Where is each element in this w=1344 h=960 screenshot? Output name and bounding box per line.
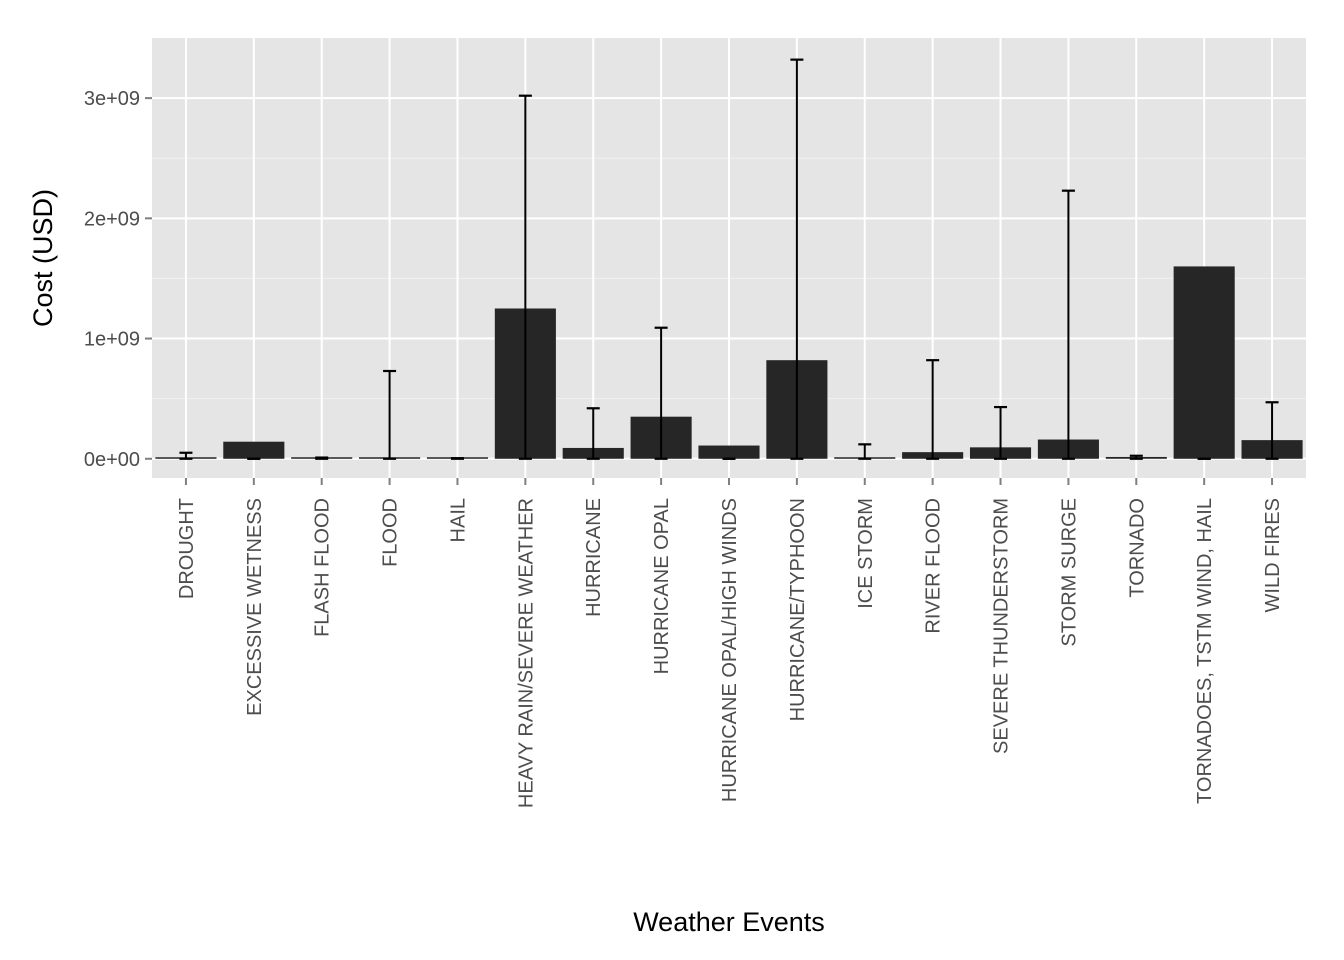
- x-axis-title: Weather Events: [633, 907, 825, 937]
- error-bar: [790, 58, 804, 460]
- x-tick-label: FLASH FLOOD: [312, 498, 334, 637]
- error-bar: [315, 456, 329, 460]
- bar-hurricane-opal-high-winds: [698, 445, 760, 459]
- x-tick-label: EXCESSIVE WETNESS: [244, 498, 266, 716]
- x-axis: DROUGHT EXCESSIVE WETNESS FLASH FLOOD FLOOD…: [176, 478, 1284, 808]
- error-bar: [994, 405, 1008, 460]
- error-bar: [450, 457, 464, 460]
- x-tick-label: HURRICANE: [583, 498, 605, 617]
- y-tick-label: 1e+09: [84, 329, 140, 351]
- x-tick-label: TORNADOES, TSTM WIND, HAIL: [1194, 498, 1216, 804]
- y-tick-label: 0e+00: [84, 449, 140, 471]
- x-tick-label: HURRICANE OPAL: [651, 498, 673, 674]
- error-bar: [1129, 454, 1143, 460]
- x-tick-label: TORNADO: [1126, 498, 1148, 598]
- error-bar: [383, 369, 397, 460]
- x-tick-label: DROUGHT: [176, 498, 198, 599]
- x-tick-label: HAIL: [447, 498, 469, 542]
- error-bar: [654, 326, 668, 460]
- bar-tornadoes-tstm-wind-hail: [1173, 266, 1235, 459]
- x-tick-label: WILD FIRES: [1262, 498, 1284, 612]
- error-bar: [858, 443, 872, 460]
- x-tick-label: HEAVY RAIN/SEVERE WEATHER: [515, 498, 537, 808]
- bar-excessive-wetness: [223, 441, 285, 459]
- x-tick-label: RIVER FLOOD: [923, 498, 945, 634]
- y-axis: 0e+00 1e+09 2e+09 3e+09: [84, 88, 152, 471]
- x-tick-label: HURRICANE OPAL/HIGH WINDS: [719, 498, 741, 802]
- x-tick-label: ICE STORM: [855, 498, 877, 609]
- y-tick-label: 3e+09: [84, 88, 140, 110]
- error-bar: [518, 94, 532, 460]
- y-tick-label: 2e+09: [84, 208, 140, 230]
- x-tick-label: STORM SURGE: [1058, 498, 1080, 647]
- y-axis-title: Cost (USD): [28, 189, 58, 327]
- error-bar: [1265, 401, 1279, 460]
- bars: [155, 266, 1303, 459]
- error-bar: [586, 407, 600, 460]
- x-tick-label: FLOOD: [380, 498, 402, 567]
- x-tick-label: SEVERE THUNDERSTORM: [991, 498, 1013, 754]
- error-bars: [179, 58, 1279, 460]
- x-tick-label: HURRICANE/TYPHOON: [787, 498, 809, 721]
- error-bar: [1061, 189, 1075, 460]
- error-bar: [179, 451, 193, 460]
- error-bar: [926, 359, 940, 460]
